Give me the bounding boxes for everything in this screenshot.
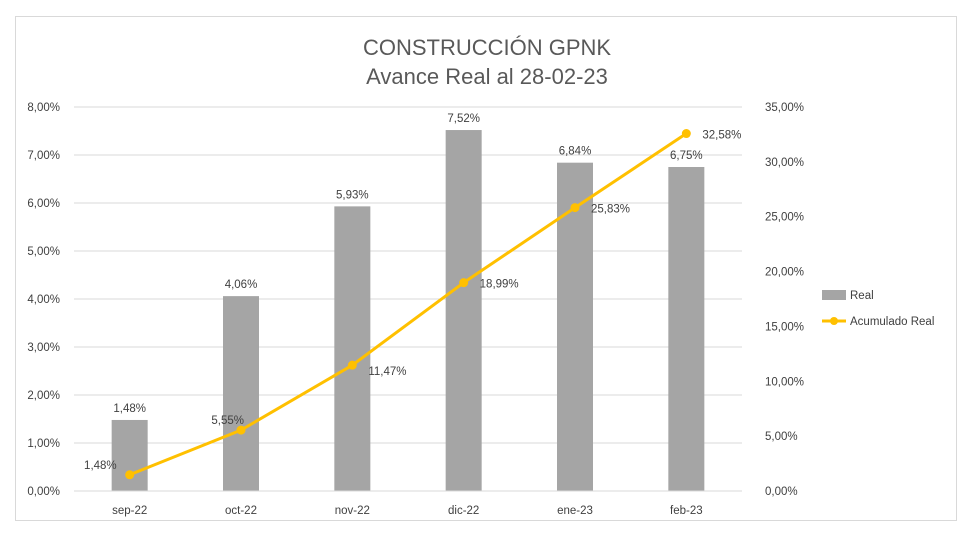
line-marker bbox=[347, 360, 357, 370]
right-tick-label: 20,00% bbox=[765, 267, 804, 279]
x-tick-label: nov-22 bbox=[335, 505, 370, 517]
gridlines bbox=[74, 106, 742, 444]
right-tick-label: 30,00% bbox=[765, 157, 804, 169]
x-tick-label: feb-23 bbox=[670, 505, 703, 517]
data-labels: 1,48% 4,06% 5,93% 7,52% 6,84% 6,75% 1,48% 5,55%… bbox=[84, 113, 741, 472]
line-data-label: 32,58% bbox=[702, 130, 741, 142]
bar-data-label: 6,75% bbox=[670, 150, 703, 162]
left-tick-label: 6,00% bbox=[27, 198, 60, 210]
right-tick-label: 5,00% bbox=[765, 431, 798, 443]
line-marker bbox=[570, 203, 580, 213]
legend-marker-acumulado bbox=[830, 317, 838, 325]
bar bbox=[223, 296, 259, 491]
line-data-label: 5,55% bbox=[211, 415, 244, 427]
x-axis: sep-22 oct-22 nov-22 dic-22 ene-23 feb-23 bbox=[74, 490, 742, 517]
line-marker bbox=[459, 278, 469, 288]
legend: Real Acumulado Real bbox=[822, 290, 934, 328]
chart-title: CONSTRUCCIÓN GPNK bbox=[363, 35, 611, 60]
line-data-label: 18,99% bbox=[480, 279, 519, 291]
left-tick-label: 7,00% bbox=[27, 150, 60, 162]
right-tick-label: 25,00% bbox=[765, 212, 804, 224]
line-marker bbox=[125, 470, 135, 480]
left-tick-label: 1,00% bbox=[27, 438, 60, 450]
chart-area: CONSTRUCCIÓN GPNK Avance Real al 28-02-2… bbox=[15, 16, 957, 521]
left-tick-label: 0,00% bbox=[27, 486, 60, 498]
left-tick-label: 5,00% bbox=[27, 246, 60, 258]
right-tick-label: 10,00% bbox=[765, 376, 804, 388]
bar bbox=[111, 419, 148, 491]
cumulative-line bbox=[128, 132, 688, 477]
line-data-label: 1,48% bbox=[84, 460, 117, 472]
left-tick-label: 4,00% bbox=[27, 294, 60, 306]
line-data-label: 11,47% bbox=[368, 366, 406, 378]
legend-label-acumulado: Acumulado Real bbox=[850, 316, 934, 328]
x-tick-label: dic-22 bbox=[448, 505, 479, 517]
line-series bbox=[125, 129, 691, 480]
bar-series bbox=[111, 130, 705, 492]
bar-data-label: 5,93% bbox=[336, 189, 369, 201]
line-marker bbox=[236, 425, 246, 435]
left-tick-label: 3,00% bbox=[27, 342, 60, 354]
bar bbox=[445, 130, 482, 491]
chart-svg: CONSTRUCCIÓN GPNK Avance Real al 28-02-2… bbox=[27, 35, 934, 517]
right-tick-label: 35,00% bbox=[765, 102, 804, 114]
left-axis: 0,00% 1,00% 2,00% 3,00% 4,00% 5,00% 6,00% 7,00%… bbox=[27, 102, 60, 498]
legend-label-real: Real bbox=[850, 290, 874, 302]
bar-data-label: 7,52% bbox=[447, 113, 480, 125]
left-tick-label: 2,00% bbox=[27, 390, 60, 402]
bar-data-label: 6,84% bbox=[559, 146, 592, 158]
x-tick-label: oct-22 bbox=[225, 505, 257, 517]
legend-swatch-real bbox=[822, 290, 846, 300]
right-tick-label: 15,00% bbox=[765, 321, 804, 333]
bar-data-label: 4,06% bbox=[225, 279, 258, 291]
right-tick-label: 0,00% bbox=[765, 486, 798, 498]
line-data-label: 25,83% bbox=[591, 204, 630, 216]
left-tick-label: 8,00% bbox=[27, 102, 60, 114]
bar bbox=[668, 167, 705, 491]
x-tick-label: sep-22 bbox=[112, 505, 147, 517]
right-axis: 0,00% 5,00% 10,00% 15,00% 20,00% 25,00% 30,00%… bbox=[765, 102, 804, 498]
bar-data-label: 1,48% bbox=[113, 403, 146, 415]
line-marker bbox=[681, 129, 691, 139]
bar bbox=[334, 206, 371, 492]
chart-subtitle: Avance Real al 28-02-23 bbox=[366, 64, 608, 89]
x-tick-label: ene-23 bbox=[557, 505, 593, 517]
